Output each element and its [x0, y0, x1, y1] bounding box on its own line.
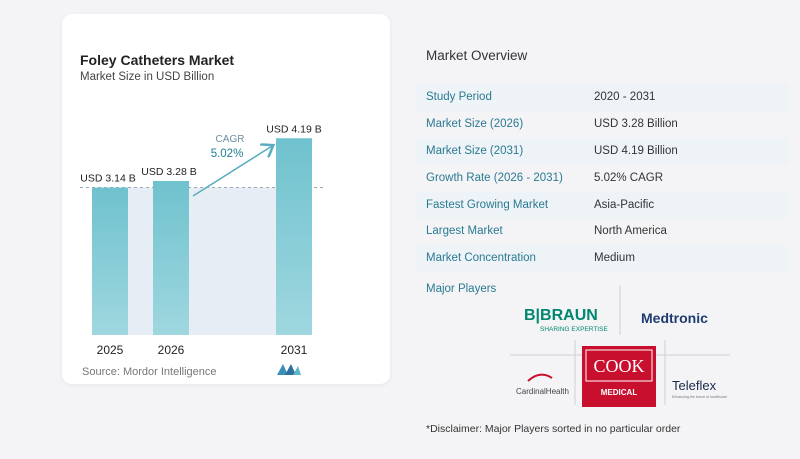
major-players-logos: B|BRAUN SHARING EXPERTISE Medtronic COOK… — [510, 285, 730, 407]
row-value: USD 4.19 Billion — [594, 144, 678, 157]
row-value: North America — [594, 225, 667, 238]
cardinal-logo: CardinalHealth — [516, 387, 569, 396]
row-value: Asia-Pacific — [594, 198, 655, 211]
row-key: Market Size (2031) — [426, 144, 524, 157]
overview-table: Study Period 2020 - 2031 Market Size (202… — [416, 84, 788, 272]
data-label-2025: USD 3.14 B — [80, 173, 135, 185]
major-players-label: Major Players — [426, 283, 497, 295]
market-overview-title: Market Overview — [426, 48, 528, 63]
table-row: Fastest Growing Market Asia-Pacific — [416, 191, 788, 218]
bar-2026 — [153, 180, 189, 335]
x-tick-2025: 2025 — [97, 343, 124, 357]
teleflex-logo: Teleflex — [672, 378, 717, 393]
row-value: Medium — [594, 252, 635, 265]
cook-logo-border — [585, 349, 653, 382]
data-label-2026: USD 3.28 B — [141, 166, 196, 178]
disclaimer-text: *Disclaimer: Major Players sorted in no … — [426, 423, 681, 435]
row-value: 5.02% CAGR — [594, 171, 664, 184]
cook-logo-sub: MEDICAL — [601, 388, 638, 397]
row-key: Study Period — [426, 91, 492, 104]
bar-2025 — [92, 187, 128, 335]
row-value: 2020 - 2031 — [594, 91, 656, 104]
row-key: Growth Rate (2026 - 2031) — [426, 171, 563, 184]
source-text: Source: Mordor Intelligence — [82, 366, 217, 378]
cagr-label: CAGR — [216, 134, 245, 145]
cook-logo: COOK — [593, 356, 644, 376]
medtronic-logo: Medtronic — [641, 310, 708, 326]
cook-logo-box — [582, 346, 656, 407]
table-row: Market Size (2031) USD 4.19 Billion — [416, 137, 788, 165]
chart-title: Foley Catheters Market — [80, 52, 235, 68]
table-row: Study Period 2020 - 2031 — [416, 84, 788, 111]
table-row: Market Concentration Medium — [416, 244, 788, 272]
teleflex-tagline: Enhancing the future of healthcare — [672, 395, 727, 399]
chart-subtitle: Market Size in USD Billion — [80, 71, 215, 83]
bar-2031 — [276, 138, 312, 335]
mordor-logo-icon — [277, 364, 301, 375]
cardinal-swoosh-icon — [527, 373, 553, 382]
row-key: Market Concentration — [426, 252, 536, 265]
row-key: Largest Market — [426, 225, 503, 238]
x-tick-2031: 2031 — [281, 343, 308, 357]
table-row: Market Size (2026) USD 3.28 Billion — [416, 111, 788, 138]
data-label-2031: USD 4.19 B — [266, 123, 321, 135]
bar-chart: USD 3.14 B 2025 USD 3.28 B 2026 USD 4.19 B 20… — [80, 123, 326, 357]
cagr-arrow-icon — [192, 146, 272, 197]
row-key: Market Size (2026) — [426, 118, 524, 131]
cagr-value: 5.02% — [211, 148, 244, 160]
bbraun-tagline: SHARING EXPERTISE — [540, 326, 608, 333]
row-value: USD 3.28 Billion — [594, 118, 678, 131]
row-key: Fastest Growing Market — [426, 198, 549, 211]
bbraun-logo: B|BRAUN — [524, 307, 598, 324]
table-row: Growth Rate (2026 - 2031) 5.02% CAGR — [416, 164, 788, 191]
x-tick-2026: 2026 — [158, 343, 185, 357]
table-row: Largest Market North America — [416, 218, 788, 245]
